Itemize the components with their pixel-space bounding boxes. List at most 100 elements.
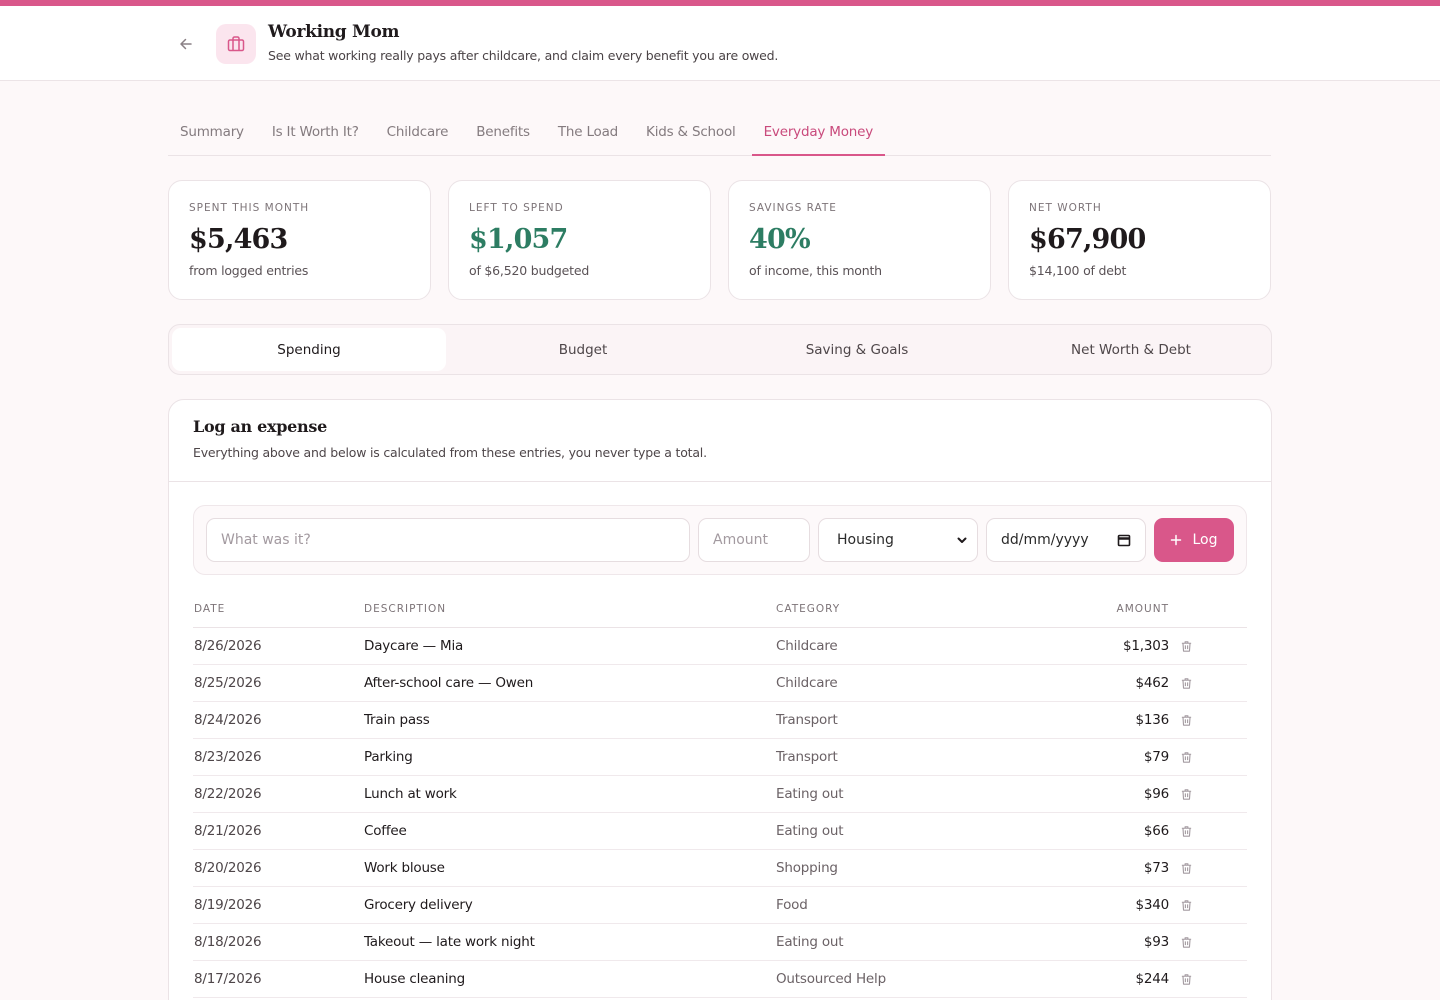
cell-description: Coffee: [364, 823, 407, 839]
cell-date: 8/22/2026: [194, 786, 262, 802]
delete-entry-button[interactable]: [1169, 640, 1199, 653]
back-button[interactable]: [174, 32, 198, 56]
table-row: 8/18/2026 Takeout — late work night Eating…: [193, 924, 1247, 961]
delete-entry-button[interactable]: [1169, 899, 1199, 912]
stat-value: $1,057: [469, 224, 568, 255]
delete-entry-button[interactable]: [1169, 973, 1199, 986]
category-select[interactable]: Housing: [818, 518, 978, 562]
segment-budget[interactable]: Budget: [558, 341, 608, 358]
cell-date: 8/19/2026: [194, 897, 262, 913]
trash-icon: [1181, 751, 1191, 763]
trash-icon: [1181, 973, 1191, 985]
app-title: Working Mom: [268, 22, 400, 42]
cell-description: Takeout — late work night: [364, 934, 535, 950]
cell-amount: $79: [1143, 749, 1169, 765]
tab-the-load[interactable]: The Load: [557, 124, 619, 140]
cell-category: Outsourced Help: [776, 971, 886, 987]
cell-description: After-school care — Owen: [364, 675, 534, 691]
trash-icon: [1181, 936, 1191, 948]
cell-description: Daycare — Mia: [364, 638, 464, 654]
cell-amount: $93: [1143, 934, 1169, 950]
cell-amount: $462: [1135, 675, 1169, 691]
table-row: 8/21/2026 Coffee Eating out $66: [193, 813, 1247, 850]
cell-category: Transport: [776, 749, 838, 765]
header-category: Category: [776, 602, 841, 615]
panel-title: Log an expense: [193, 417, 327, 436]
delete-entry-button[interactable]: [1169, 936, 1199, 949]
table-row: 8/25/2026 After-school care — Owen Childca…: [193, 665, 1247, 702]
stat-card-left-to-spend: Left to spend $1,057 of $6,520 budgeted: [448, 180, 711, 300]
cell-category: Transport: [776, 712, 838, 728]
trash-icon: [1181, 677, 1191, 689]
stat-label: Savings rate: [749, 202, 837, 214]
delete-entry-button[interactable]: [1169, 751, 1199, 764]
trash-icon: [1181, 714, 1191, 726]
cell-description: Work blouse: [364, 860, 445, 876]
delete-entry-button[interactable]: [1169, 714, 1199, 727]
trash-icon: [1181, 825, 1191, 837]
tab-kids-school[interactable]: Kids & School: [646, 124, 736, 140]
amount-input[interactable]: Amount: [698, 518, 810, 562]
date-input[interactable]: dd/mm/yyyy: [986, 518, 1146, 562]
description-input[interactable]: What was it?: [206, 518, 690, 562]
tab-everyday-money[interactable]: Everyday Money: [751, 112, 886, 156]
log-expense-button[interactable]: Log: [1154, 518, 1234, 562]
table-row: 8/23/2026 Parking Transport $79: [193, 739, 1247, 776]
stat-card-spent: Spent this month $5,463 from logged entr…: [168, 180, 431, 300]
tab-summary[interactable]: Summary: [180, 124, 244, 140]
table-row: 8/17/2026 House cleaning Outsourced Help $2…: [193, 961, 1247, 998]
cell-category: Food: [776, 897, 808, 913]
top-accent-bar: [0, 0, 1440, 6]
arrow-left-icon: [180, 38, 192, 50]
tab-childcare[interactable]: Childcare: [386, 124, 449, 140]
cell-description: Lunch at work: [364, 786, 457, 802]
cell-date: 8/24/2026: [194, 712, 262, 728]
cell-description: Train pass: [364, 712, 430, 728]
stat-cards: Spent this month $5,463 from logged entr…: [168, 180, 1272, 300]
panel-subtitle: Everything above and below is calculated…: [193, 445, 707, 460]
cell-category: Eating out: [776, 823, 844, 839]
app-header: Working Mom See what working really pays…: [0, 6, 1440, 81]
segment-net-worth-debt[interactable]: Net Worth & Debt: [1071, 341, 1191, 358]
table-row: 8/24/2026 Train pass Transport $136: [193, 702, 1247, 739]
tab-is-it-worth-it[interactable]: Is It Worth It?: [271, 124, 359, 140]
cell-category: Shopping: [776, 860, 838, 876]
description-placeholder: What was it?: [221, 532, 311, 548]
segment-saving-goals[interactable]: Saving & Goals: [805, 341, 909, 358]
panel-header: Log an expense Everything above and belo…: [169, 400, 1271, 482]
trash-icon: [1181, 899, 1191, 911]
calendar-icon: [1117, 534, 1131, 547]
header-amount: Amount: [1116, 602, 1169, 615]
app-subtitle: See what working really pays after child…: [268, 48, 779, 63]
plus-icon: [1171, 534, 1182, 546]
delete-entry-button[interactable]: [1169, 862, 1199, 875]
amount-placeholder: Amount: [713, 532, 769, 548]
stat-label: Net worth: [1029, 202, 1102, 214]
briefcase-icon: [227, 36, 245, 52]
delete-entry-button[interactable]: [1169, 788, 1199, 801]
cell-category: Childcare: [776, 638, 838, 654]
stat-label: Left to spend: [469, 202, 564, 214]
tab-benefits[interactable]: Benefits: [476, 124, 530, 140]
expense-panel: Log an expense Everything above and belo…: [168, 399, 1272, 1000]
delete-entry-button[interactable]: [1169, 825, 1199, 838]
cell-date: 8/23/2026: [194, 749, 262, 765]
table-row: 8/22/2026 Lunch at work Eating out $96: [193, 776, 1247, 813]
cell-amount: $73: [1143, 860, 1169, 876]
stat-card-savings-rate: Savings rate 40% of income, this month: [728, 180, 991, 300]
cell-description: House cleaning: [364, 971, 465, 987]
log-button-label: Log: [1192, 532, 1218, 548]
header-description: Description: [364, 602, 447, 615]
stat-value: $67,900: [1029, 224, 1146, 255]
expense-form: What was it? Amount Housing dd/mm/yyyy L…: [193, 505, 1247, 575]
segment-spending[interactable]: Spending: [172, 328, 446, 371]
cell-date: 8/18/2026: [194, 934, 262, 950]
cell-amount: $96: [1143, 786, 1169, 802]
stat-note: $14,100 of debt: [1029, 263, 1127, 278]
table-header: Date Description Category Amount: [193, 590, 1247, 628]
cell-date: 8/20/2026: [194, 860, 262, 876]
delete-entry-button[interactable]: [1169, 677, 1199, 690]
cell-amount: $340: [1135, 897, 1169, 913]
trash-icon: [1181, 788, 1191, 800]
stat-note: of income, this month: [749, 263, 882, 278]
